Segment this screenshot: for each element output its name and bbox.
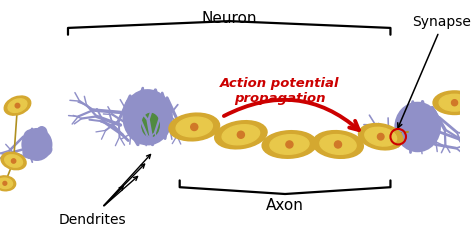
Ellipse shape <box>134 119 161 140</box>
Ellipse shape <box>365 128 397 146</box>
Ellipse shape <box>222 125 260 145</box>
Ellipse shape <box>147 99 171 127</box>
Circle shape <box>3 182 7 185</box>
Ellipse shape <box>320 135 356 155</box>
Ellipse shape <box>176 118 212 137</box>
Ellipse shape <box>37 143 53 156</box>
Ellipse shape <box>133 97 162 124</box>
Ellipse shape <box>125 111 150 134</box>
Circle shape <box>335 141 342 148</box>
Ellipse shape <box>313 131 363 158</box>
Ellipse shape <box>122 90 173 146</box>
Ellipse shape <box>399 123 420 142</box>
Ellipse shape <box>359 124 403 150</box>
Ellipse shape <box>0 176 16 191</box>
FancyArrowPatch shape <box>224 100 359 131</box>
Ellipse shape <box>417 108 438 132</box>
Circle shape <box>377 134 384 140</box>
Ellipse shape <box>21 128 53 161</box>
Circle shape <box>286 141 293 148</box>
Ellipse shape <box>397 110 419 133</box>
Ellipse shape <box>23 129 41 145</box>
Ellipse shape <box>394 102 441 153</box>
Circle shape <box>191 124 198 131</box>
Ellipse shape <box>142 114 159 137</box>
Text: Neuron: Neuron <box>201 11 257 26</box>
Ellipse shape <box>4 97 31 116</box>
Ellipse shape <box>5 155 22 167</box>
Ellipse shape <box>404 111 431 134</box>
Ellipse shape <box>22 147 36 158</box>
Ellipse shape <box>215 121 267 149</box>
Circle shape <box>11 159 16 163</box>
Ellipse shape <box>433 92 474 115</box>
Ellipse shape <box>142 113 169 138</box>
Text: Action potential
propagation: Action potential propagation <box>220 77 339 105</box>
Circle shape <box>452 100 457 106</box>
Ellipse shape <box>439 95 470 112</box>
Ellipse shape <box>414 125 437 146</box>
Text: Axon: Axon <box>266 197 304 212</box>
Text: Dendrites: Dendrites <box>58 213 126 226</box>
Circle shape <box>237 132 245 139</box>
Ellipse shape <box>0 178 12 189</box>
Ellipse shape <box>270 135 309 155</box>
Circle shape <box>15 104 20 108</box>
Ellipse shape <box>124 97 148 123</box>
Ellipse shape <box>406 128 429 146</box>
Text: Synapse: Synapse <box>412 15 471 29</box>
Ellipse shape <box>1 153 26 170</box>
Ellipse shape <box>262 131 317 158</box>
Ellipse shape <box>36 126 47 140</box>
Ellipse shape <box>169 114 219 141</box>
Ellipse shape <box>8 99 27 113</box>
